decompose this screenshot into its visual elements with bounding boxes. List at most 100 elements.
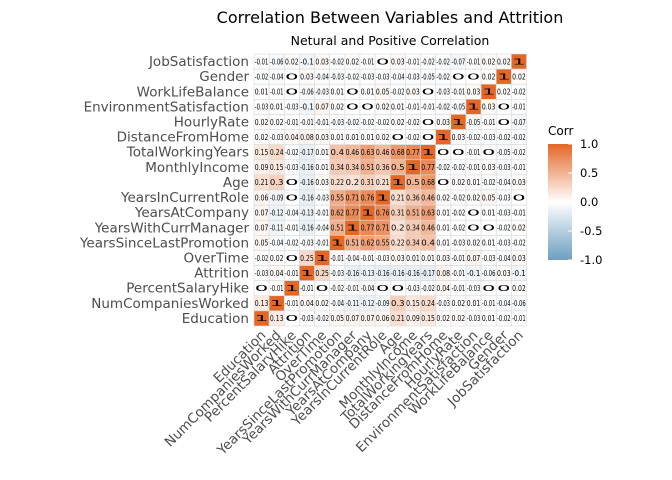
heatmap-cell-value: 0.07 bbox=[255, 208, 269, 217]
heatmap-cell-value: -0.02 bbox=[512, 239, 526, 248]
heatmap-cell-value: -0.02 bbox=[421, 284, 435, 293]
heatmap-cell-value: -0.03 bbox=[300, 314, 314, 323]
heatmap-cell-value: -0.1 bbox=[467, 269, 481, 278]
heatmap-cell-value: -0.06 bbox=[512, 299, 526, 308]
heatmap-cell-value: -0.03 bbox=[270, 133, 284, 142]
heatmap-cell-value: 0.46 bbox=[421, 224, 435, 233]
heatmap-cell-value: -0.03 bbox=[497, 193, 511, 202]
heatmap-cell-value: 0.34 bbox=[406, 239, 420, 248]
heatmap-cell-value: 0 bbox=[285, 314, 299, 323]
heatmap-cell-value: -0.03 bbox=[315, 88, 329, 97]
heatmap-cell-value: -0.03 bbox=[361, 72, 375, 81]
heatmap-cell-value: 0 bbox=[467, 208, 481, 217]
heatmap-cell-value: 0 bbox=[482, 148, 496, 157]
heatmap-cell-value: -0.16 bbox=[300, 224, 314, 233]
heatmap-cell-value: 0.5 bbox=[406, 178, 420, 187]
heatmap-cell-value: 0.05 bbox=[482, 193, 496, 202]
heatmap-cell-value: 0 bbox=[436, 178, 450, 187]
heatmap-cell-value: 0 bbox=[361, 103, 375, 112]
heatmap-cell-value: 1 bbox=[376, 193, 390, 202]
legend-tick-label: -0.5 bbox=[580, 224, 602, 238]
heatmap-cell-value: 0.5 bbox=[391, 163, 405, 172]
heatmap-cell-value: 0.09 bbox=[255, 163, 269, 172]
heatmap-cell-value: -0.01 bbox=[315, 208, 329, 217]
heatmap-cell-value: -0.03 bbox=[436, 299, 450, 308]
heatmap-cell-value: 0.03 bbox=[512, 178, 526, 187]
heatmap-cell-value: 0 bbox=[452, 148, 466, 157]
y-axis-label: TotalWorkingYears bbox=[126, 145, 249, 161]
heatmap-cell-value: -0.03 bbox=[482, 254, 496, 263]
heatmap-cell-value: -0.04 bbox=[330, 299, 344, 308]
heatmap-cell-value: -0.02 bbox=[467, 133, 481, 142]
heatmap-cell-value: 0.02 bbox=[467, 193, 481, 202]
heatmap-cell-value: -0.05 bbox=[421, 72, 435, 81]
heatmap-cell-value: 0.24 bbox=[421, 299, 435, 308]
heatmap-cell-value: 0 bbox=[346, 88, 360, 97]
heatmap-cell-value: 0.02 bbox=[391, 118, 405, 127]
heatmap-cell-value: 0 bbox=[391, 133, 405, 142]
heatmap-cell-value: -0.02 bbox=[391, 88, 405, 97]
legend-tick-label: -1.0 bbox=[580, 253, 602, 267]
heatmap-cell-value: 0.01 bbox=[467, 299, 481, 308]
heatmap-cell-value: 0 bbox=[467, 224, 481, 233]
heatmap-cell-value: -0.04 bbox=[497, 254, 511, 263]
heatmap-cell-value: 0.15 bbox=[406, 299, 420, 308]
heatmap-cell-value: 0.03 bbox=[391, 57, 405, 66]
heatmap-cell-value: 0.03 bbox=[300, 72, 314, 81]
heatmap-cell-value: -0.16 bbox=[300, 178, 314, 187]
heatmap-cell-value: 0.36 bbox=[376, 163, 390, 172]
heatmap-cell-value: 0.03 bbox=[315, 57, 329, 66]
heatmap-cell-value: 0.07 bbox=[346, 314, 360, 323]
heatmap-cell-value: 0.01 bbox=[482, 208, 496, 217]
heatmap-cell-value: -0.04 bbox=[346, 254, 360, 263]
heatmap-cell-value: -0.01 bbox=[315, 118, 329, 127]
heatmap-cell-value: -0.02 bbox=[255, 72, 269, 81]
heatmap-cell-value: 0 bbox=[482, 284, 496, 293]
y-axis-label: OverTime bbox=[183, 251, 249, 267]
heatmap-cell-value: 0.4 bbox=[421, 239, 435, 248]
heatmap-cell-value: 0.06 bbox=[255, 193, 269, 202]
heatmap-cell-value: 0.01 bbox=[315, 163, 329, 172]
heatmap-cell-value: 0.04 bbox=[300, 299, 314, 308]
heatmap-cell-value: -0.03 bbox=[315, 193, 329, 202]
heatmap-cell-value: 1 bbox=[421, 148, 435, 157]
heatmap-cell-value: -0.02 bbox=[436, 103, 450, 112]
heatmap-cell-value: 0.03 bbox=[315, 178, 329, 187]
heatmap-cell-value: 0.76 bbox=[376, 208, 390, 217]
y-axis-label: JobSatisfaction bbox=[148, 54, 249, 70]
heatmap-cell-value: -0.03 bbox=[285, 103, 299, 112]
heatmap-cell-value: 0.77 bbox=[346, 208, 360, 217]
heatmap-cell-value: -0.03 bbox=[482, 133, 496, 142]
heatmap-cell-value: 0 bbox=[436, 148, 450, 157]
heatmap-cell-value: 0.77 bbox=[421, 163, 435, 172]
heatmap-cell-value: 0.68 bbox=[421, 178, 435, 187]
heatmap-cell-value: 0.02 bbox=[512, 224, 526, 233]
heatmap-cell-value: 1 bbox=[452, 118, 466, 127]
heatmap-cell-value: 0.3 bbox=[391, 299, 405, 308]
heatmap-cell-value: -0.04 bbox=[391, 72, 405, 81]
heatmap-cell-value: 0.04 bbox=[285, 133, 299, 142]
y-axis-label: WorkLifeBalance bbox=[137, 84, 249, 100]
heatmap-cell-value: -0.02 bbox=[497, 133, 511, 142]
heatmap-cell-value: 0.08 bbox=[300, 133, 314, 142]
heatmap-cell-value: -0.02 bbox=[512, 133, 526, 142]
heatmap-cell-value: 0.04 bbox=[436, 284, 450, 293]
heatmap-cell-value: 0.55 bbox=[376, 239, 390, 248]
heatmap-cell-value: -0.01 bbox=[270, 88, 284, 97]
heatmap-cell-value: 1 bbox=[512, 57, 526, 66]
heatmap-cell-value: -0.02 bbox=[330, 284, 344, 293]
heatmap-cell-value: -0.02 bbox=[346, 72, 360, 81]
heatmap-cell-value: 0.13 bbox=[270, 314, 284, 323]
y-axis-label: Age bbox=[223, 175, 249, 191]
heatmap-cell-value: 1 bbox=[361, 208, 375, 217]
heatmap-cell-value: -0.11 bbox=[346, 299, 360, 308]
heatmap-cell-value: 0.46 bbox=[376, 148, 390, 157]
legend-tick-label: 0.5 bbox=[580, 166, 598, 180]
heatmap-cell-value: 0.02 bbox=[452, 314, 466, 323]
heatmap-cell-value: 0.71 bbox=[346, 193, 360, 202]
heatmap-cell-value: -0.02 bbox=[436, 72, 450, 81]
heatmap-cell-value: -0.03 bbox=[497, 239, 511, 248]
heatmap-cell-value: 0.03 bbox=[482, 103, 496, 112]
heatmap-cell-value: 1 bbox=[497, 72, 511, 81]
heatmap-cell-value: -0.02 bbox=[346, 118, 360, 127]
